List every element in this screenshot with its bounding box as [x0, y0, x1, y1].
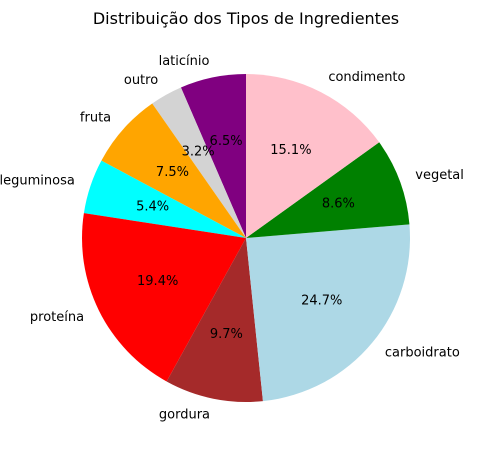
category-label-gordura: gordura [159, 407, 210, 422]
chart-title: Distribuição dos Tipos de Ingredientes [93, 9, 399, 28]
pie-slice-laticínio [180, 74, 246, 238]
category-label-fruta: fruta [80, 111, 111, 126]
percent-labels-layer: 6.5%3.2% 7.5% 5.4% 19.4% 9.7% 24.7% 8.6% 15.1% [136, 134, 355, 342]
category-label-condimento: condimento [328, 70, 405, 85]
pie-slice-condimento [246, 74, 380, 238]
pie-slice-fruta [101, 103, 246, 238]
pie-slice-carboidrato [246, 224, 410, 402]
slices-layer [82, 74, 410, 402]
category-label-proteína: proteína [30, 310, 84, 325]
category-label-laticínio: laticínio [159, 54, 210, 69]
category-label-leguminosa: leguminosa [0, 173, 75, 188]
percent-label-leguminosa: 5.4% [136, 199, 169, 214]
percent-label-condimento: 15.1% [270, 143, 311, 158]
category-label-carboidrato: carboidrato [385, 346, 460, 361]
percent-label-vegetal: 8.6% [322, 196, 355, 211]
pie-slice-outro [152, 87, 246, 239]
percent-label-outro: 3.2% [182, 145, 215, 160]
percent-label-carboidrato: 24.7% [301, 293, 342, 308]
percent-label-gordura: 9.7% [210, 327, 243, 342]
pie-slice-gordura [166, 238, 263, 402]
pie-slice-leguminosa [83, 160, 246, 238]
category-label-vegetal: vegetal [415, 168, 464, 183]
percent-label-laticínio: 6.5% [210, 134, 243, 149]
category-label-outro: outro [124, 73, 158, 88]
pie-slice-proteína [82, 213, 246, 382]
percent-label-fruta: 7.5% [156, 165, 189, 180]
pie-slice-vegetal [246, 142, 410, 238]
percent-label-proteína: 19.4% [137, 274, 178, 289]
